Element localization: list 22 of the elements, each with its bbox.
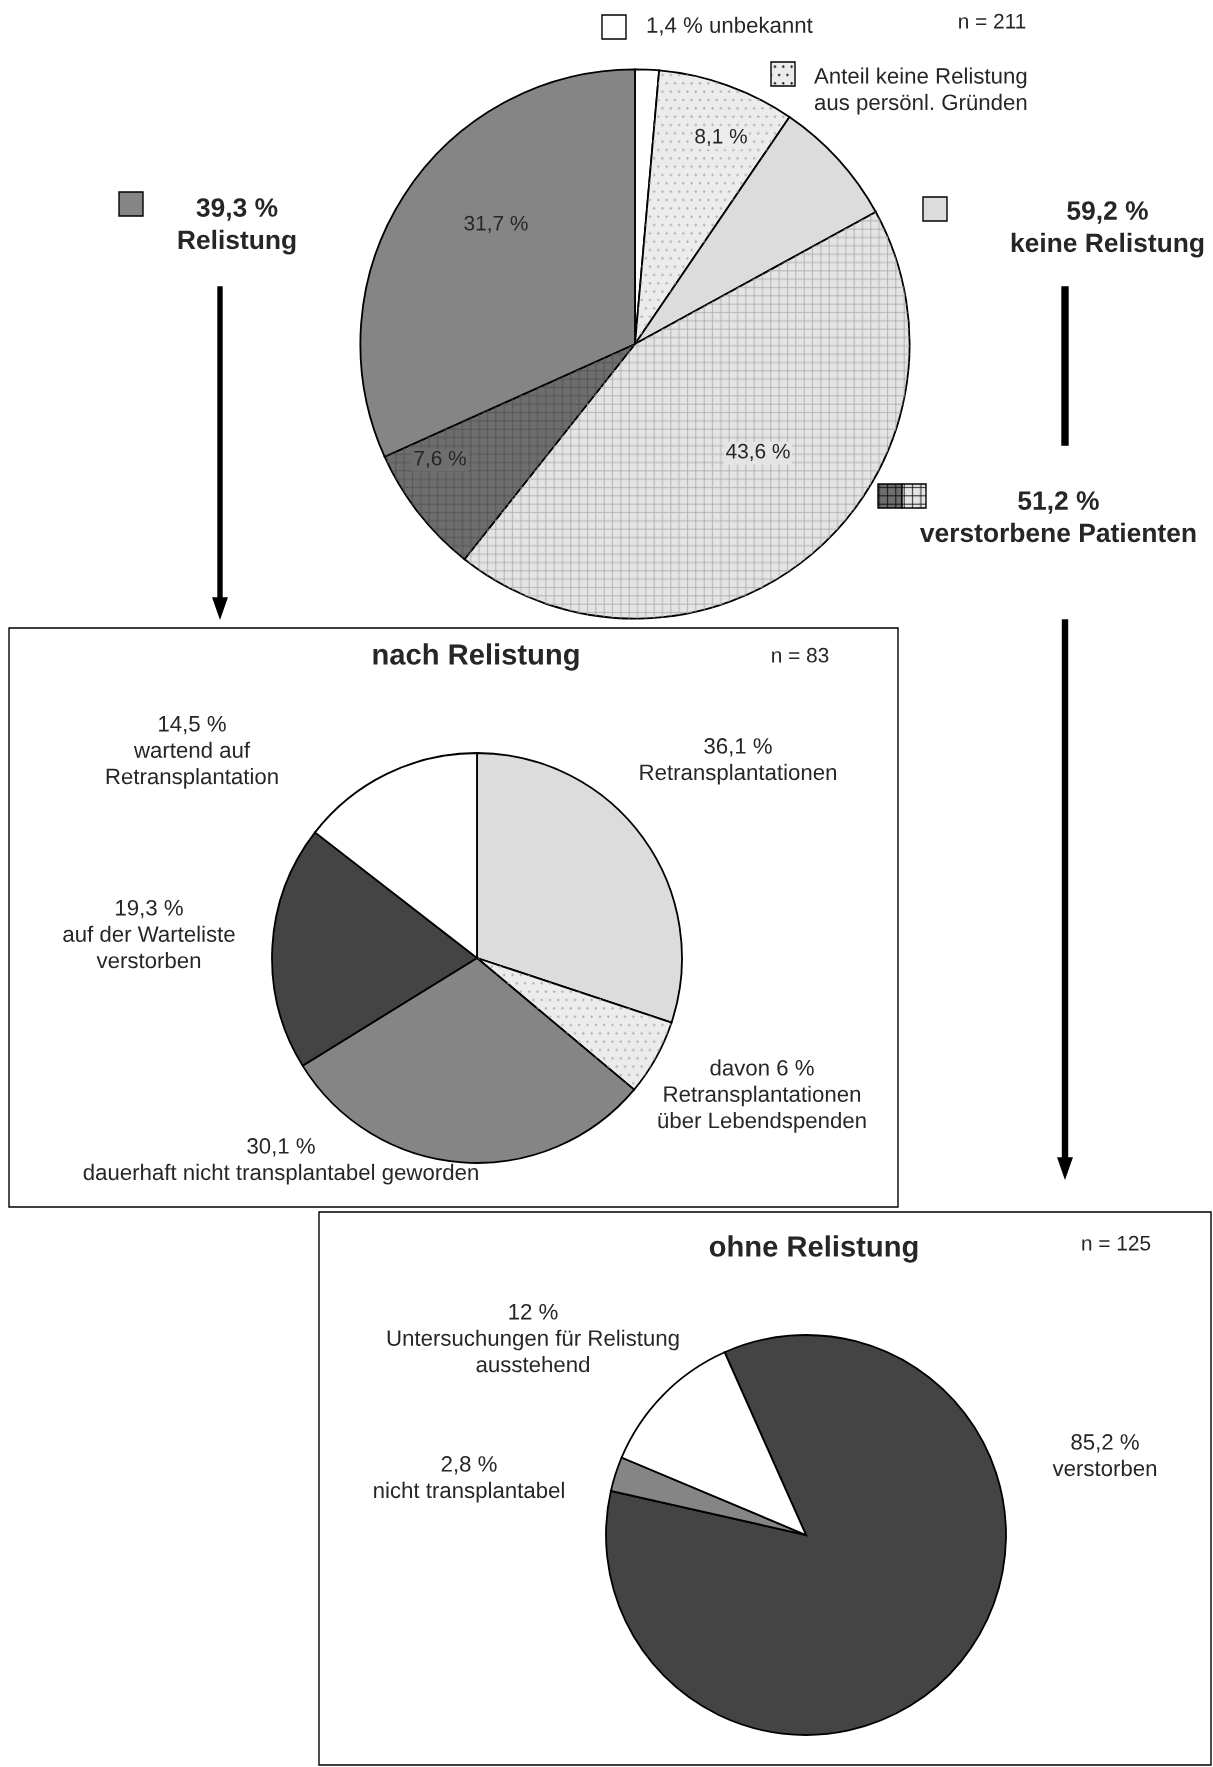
slice-label: 36,1 % Retransplantationen (640, 738, 837, 785)
text: n = 211 (959, 13, 1026, 29)
slice-label: 2,8 % nicht transplantabel (374, 1456, 564, 1503)
text: 59,2 % keine Relistung (1011, 201, 1204, 258)
slice-label: 12 % Untersuchungen für Relistung ausstehend (387, 1303, 679, 1373)
text: 39,3 % Relistung (178, 198, 296, 255)
text: 51,2 % verstorbene Patienten (919, 491, 1196, 543)
slice-label: 30,1 % dauerhaft nicht transplantabel geworden (83, 1138, 478, 1185)
data-label: 7,6 % (414, 450, 466, 469)
data-label: 31,7 % (464, 215, 528, 234)
data-label: 43,6 % (726, 443, 790, 462)
data-label: 8,1 % (695, 128, 747, 147)
slice-label: 85,2 % verstorben (1052, 1434, 1157, 1477)
slice-label: 19,3 % auf der Warteliste verstorben (63, 899, 235, 969)
text: n = 83 (772, 647, 829, 663)
chart-title: nach Relistung (373, 643, 579, 671)
slice-label: 14,5 % wartend auf Retransplantation (106, 715, 278, 789)
slice-label: davon 6 % Retransplantationen über Lebendspenden (658, 1059, 866, 1133)
slice-label: Anteil keine Relistung aus persönl. Gründen (814, 67, 1027, 115)
legend-label: 1,4 % unbekannt (647, 16, 813, 36)
text: n = 125 (1082, 1235, 1151, 1251)
chart-title: ohne Relistung (709, 1235, 918, 1263)
